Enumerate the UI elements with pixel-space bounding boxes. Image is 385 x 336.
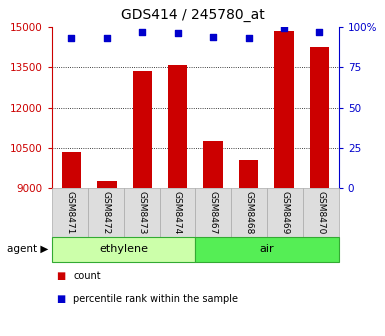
Text: GDS414 / 245780_at: GDS414 / 245780_at [121,8,264,23]
Point [281,26,287,31]
Text: percentile rank within the sample: percentile rank within the sample [73,294,238,304]
Bar [303,188,339,237]
Bar [195,237,339,262]
Point [245,36,251,41]
Text: GSM8474: GSM8474 [173,191,182,234]
Text: ■: ■ [56,270,65,281]
Bar [310,47,329,188]
Bar [97,181,117,188]
Bar [168,65,187,188]
Bar [52,237,195,262]
Text: count: count [73,270,101,281]
Bar [62,152,81,188]
Bar [231,188,267,237]
Text: GSM8471: GSM8471 [65,191,74,234]
Bar [132,71,152,188]
Text: GSM8472: GSM8472 [101,191,110,234]
Bar [52,188,88,237]
Text: GSM8473: GSM8473 [137,191,146,234]
Text: GSM8470: GSM8470 [316,191,325,234]
Text: GSM8469: GSM8469 [281,191,290,234]
Bar [203,141,223,188]
Point [139,29,146,34]
Point [69,36,75,41]
Point [210,34,216,39]
Bar [88,188,124,237]
Point [175,31,181,36]
Text: ■: ■ [56,294,65,304]
Bar [159,188,195,237]
Bar [274,31,294,188]
Bar [267,188,303,237]
Text: GSM8468: GSM8468 [244,191,254,234]
Text: air: air [260,245,275,254]
Point [104,36,110,41]
Text: GSM8467: GSM8467 [209,191,218,234]
Bar [124,188,159,237]
Text: agent ▶: agent ▶ [7,245,48,254]
Text: ethylene: ethylene [99,245,148,254]
Point [316,29,322,34]
Bar [239,160,258,188]
Bar [195,188,231,237]
